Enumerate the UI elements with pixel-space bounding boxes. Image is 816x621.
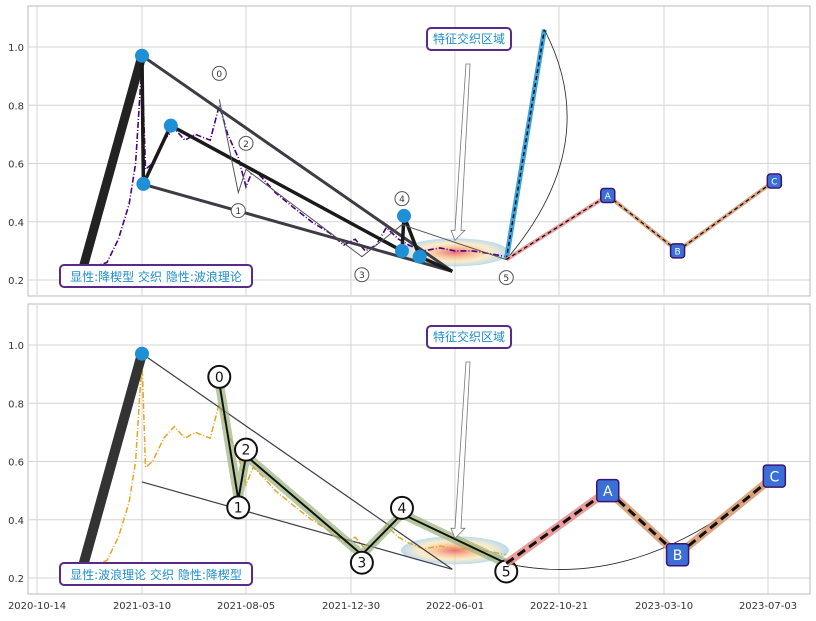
projection-line bbox=[606, 489, 679, 556]
annotation-arrow bbox=[450, 361, 471, 540]
projection-marker bbox=[600, 187, 616, 204]
x-tick-label: 2021-12-30 bbox=[322, 601, 380, 612]
projection-label: C bbox=[771, 177, 777, 187]
pivot-dot bbox=[163, 118, 178, 133]
projection-line bbox=[677, 180, 775, 252]
projection-line bbox=[607, 194, 679, 252]
y-tick-label: 0.4 bbox=[8, 218, 24, 229]
wave-label: 5 bbox=[503, 274, 509, 284]
wave-label-circle bbox=[226, 495, 251, 520]
wave-label-circle bbox=[234, 437, 258, 462]
annotation-text: 特征交织区域 bbox=[433, 329, 505, 344]
projection-line bbox=[505, 489, 609, 565]
projection-marker bbox=[596, 478, 620, 503]
caption-text: 显性:波浪理论 交织 隐性:降楔型 bbox=[70, 567, 242, 582]
impulse-leg bbox=[76, 348, 147, 578]
y-tick-label: 0.8 bbox=[8, 399, 24, 410]
wave-line bbox=[218, 382, 507, 565]
wave-label: 2 bbox=[243, 140, 249, 150]
wave-label: 4 bbox=[398, 501, 407, 517]
projection-marker bbox=[669, 243, 686, 259]
wave-label-circle bbox=[349, 550, 374, 575]
breakout-arc bbox=[505, 29, 568, 260]
x-tick-label: 2021-03-10 bbox=[113, 601, 171, 612]
feature-zone bbox=[401, 536, 509, 565]
y-tick-label: 0.8 bbox=[8, 101, 24, 112]
wave-label: 3 bbox=[357, 556, 366, 572]
wave-label: 4 bbox=[399, 195, 405, 205]
projection-line bbox=[676, 474, 776, 556]
caption-box bbox=[59, 264, 253, 288]
projection-marker bbox=[766, 173, 783, 189]
wave-label: 3 bbox=[359, 271, 365, 281]
wave-label-circle bbox=[211, 65, 227, 81]
pivot-dot bbox=[412, 249, 427, 264]
wave-label: 1 bbox=[234, 500, 243, 516]
wedge-line bbox=[141, 353, 453, 570]
projection-marker bbox=[665, 542, 690, 567]
impulse-leg bbox=[76, 51, 147, 279]
pivot-dot bbox=[397, 208, 412, 223]
y-tick-label: 1.0 bbox=[8, 43, 24, 54]
x-tick-label: 2022-06-01 bbox=[426, 601, 484, 612]
wave-label-circle bbox=[394, 191, 410, 207]
wave-line bbox=[218, 99, 507, 261]
y-tick-label: 0.4 bbox=[8, 516, 24, 527]
y-tick-label: 0.6 bbox=[8, 160, 24, 171]
x-tick-label: 2022-10-21 bbox=[530, 601, 588, 612]
wave-label-circle bbox=[207, 364, 232, 389]
projection-label: A bbox=[603, 484, 613, 500]
pivot-dot bbox=[394, 243, 409, 258]
projection-line bbox=[505, 194, 609, 261]
annotation-arrow bbox=[450, 63, 471, 242]
wave-label: 0 bbox=[216, 70, 222, 80]
wave-label: 1 bbox=[235, 207, 241, 217]
wave-label: 0 bbox=[215, 370, 224, 386]
wedge-line bbox=[141, 54, 454, 273]
projection-label: A bbox=[605, 192, 612, 202]
annotation-text: 特征交织区域 bbox=[433, 31, 505, 46]
wave-label: 5 bbox=[502, 564, 511, 580]
annotation-box bbox=[426, 325, 512, 349]
x-tick-label: 2021-08-05 bbox=[217, 601, 275, 612]
projection-marker bbox=[762, 464, 787, 488]
pivot-dot bbox=[135, 346, 149, 361]
caption-box bbox=[59, 562, 253, 586]
breakout-line bbox=[505, 29, 546, 260]
caption-text: 显性:降楔型 交织 隐性:波浪理论 bbox=[70, 269, 242, 284]
annotation-box bbox=[426, 27, 512, 51]
wave-label-circle bbox=[354, 267, 370, 283]
projection-label: C bbox=[769, 470, 779, 486]
projection-label: B bbox=[673, 548, 683, 564]
pivot-dot bbox=[136, 176, 151, 191]
y-tick-label: 0.2 bbox=[8, 276, 24, 287]
x-tick-label: 2020-10-14 bbox=[8, 601, 66, 612]
y-tick-label: 0.2 bbox=[8, 574, 24, 585]
wedge-line bbox=[141, 481, 453, 570]
y-tick-label: 1.0 bbox=[8, 341, 24, 352]
wave-label-circle bbox=[230, 203, 246, 219]
wave-label-circle bbox=[389, 495, 414, 520]
y-tick-label: 0.6 bbox=[8, 458, 24, 469]
wave-label: 2 bbox=[242, 443, 251, 459]
pivot-dot bbox=[135, 48, 149, 63]
x-tick-label: 2023-07-03 bbox=[739, 601, 797, 612]
wave-label-circle bbox=[238, 135, 254, 151]
wave-label-circle bbox=[498, 270, 514, 286]
projection-label: B bbox=[674, 247, 680, 257]
x-tick-label: 2023-03-10 bbox=[635, 601, 693, 612]
